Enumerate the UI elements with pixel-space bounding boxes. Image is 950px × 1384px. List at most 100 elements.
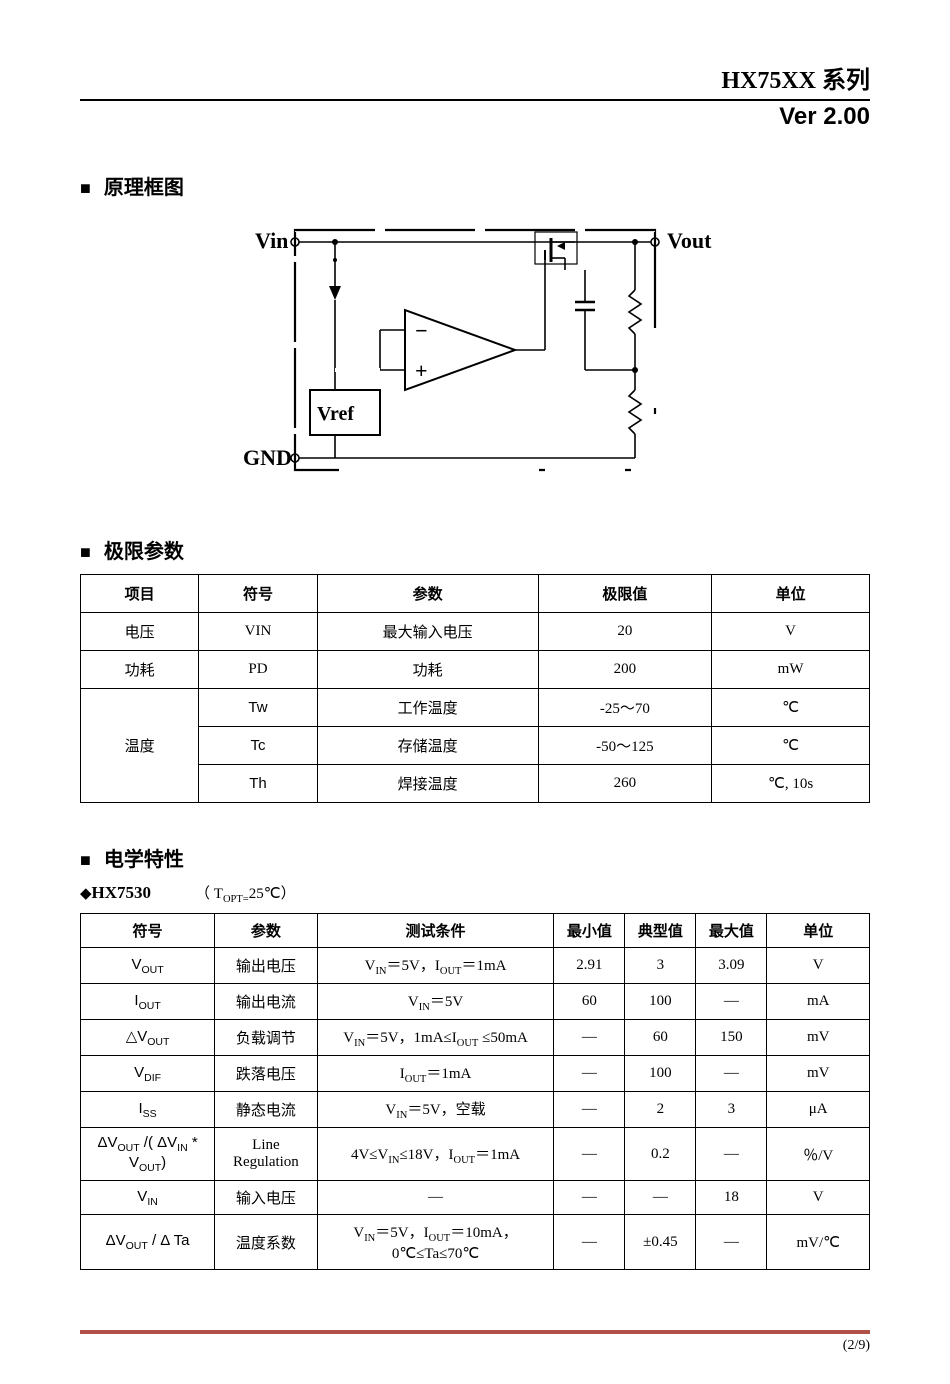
cell-cond: VIN＝5V，IOUT＝1mA [317,948,554,984]
cell-typ: 0.2 [625,1128,696,1181]
cell-max: — [696,984,767,1020]
cell-param: 跌落电压 [215,1056,318,1092]
bullet-icon: ■ [80,850,91,870]
cell-symbol: VIN [81,1181,215,1215]
block-diagram-svg: Vin Vout GND Vref − + [235,210,715,490]
cell-unit: mV [767,1020,870,1056]
doc-version: Ver 2.00 [80,103,870,131]
cell-param: 输出电流 [215,984,318,1020]
col-param: 参数 [317,575,538,613]
section-limits: ■ 极限参数 [80,535,870,564]
cell-min: — [554,1215,625,1270]
cell-min: — [554,1020,625,1056]
col-symbol: 符号 [199,575,317,613]
cell-min: 60 [554,984,625,1020]
label-vout: Vout [667,228,712,253]
limits-table: 项目 符号 参数 极限值 单位 电压 VIN 最大输入电压 20 V 功耗 PD… [80,574,870,803]
elec-table: 符号 参数 测试条件 最小值 典型值 最大值 单位 VOUT输出电压VIN＝5V… [80,913,870,1270]
cell-max: — [696,1056,767,1092]
cell-unit: mV/℃ [767,1215,870,1270]
cell-symbol: △VOUT [81,1020,215,1056]
cell-max: — [696,1215,767,1270]
cell-symbol: ΔVOUT / Δ Ta [81,1215,215,1270]
section-title: 电学特性 [104,849,184,871]
cell-unit: mA [767,984,870,1020]
cell-cond: VIN＝5V，1mA≤IOUT ≤50mA [317,1020,554,1056]
cell-min: — [554,1128,625,1181]
cell-param: 输入电压 [215,1181,318,1215]
cell-typ: 100 [625,984,696,1020]
cell-min: — [554,1056,625,1092]
cell-symbol: ISS [81,1092,215,1128]
cell-typ: 3 [625,948,696,984]
cell-max: 150 [696,1020,767,1056]
cell-min: — [554,1092,625,1128]
col-unit: 单位 [712,575,870,613]
part-number: HX7530 [92,883,152,902]
cell-cond: VIN＝5V，IOUT＝10mA，0℃≤Ta≤70℃ [317,1215,554,1270]
diamond-icon: ◆ [80,886,92,902]
cell-typ: 100 [625,1056,696,1092]
table-row: VDIF跌落电压IOUT＝1mA—100—mV [81,1056,870,1092]
table-row: ΔVOUT /( ΔVIN * VOUT)Line Regulation4V≤V… [81,1128,870,1181]
cell-min: — [554,1181,625,1215]
table-header-row: 符号 参数 测试条件 最小值 典型值 最大值 单位 [81,914,870,948]
block-diagram-figure: Vin Vout GND Vref − + [80,210,870,495]
section-title: 极限参数 [104,541,184,563]
label-vin: Vin [255,228,288,253]
section-elec: ■ 电学特性 [80,843,870,872]
cell-param: 温度系数 [215,1215,318,1270]
cell-param: 负载调节 [215,1020,318,1056]
label-vref: Vref [317,403,354,425]
table-row: VIN输入电压———18V [81,1181,870,1215]
table-row: 电压 VIN 最大输入电压 20 V [81,613,870,651]
cell-typ: — [625,1181,696,1215]
test-condition-global: （ TOPT=25℃） [195,886,296,902]
table-header-row: 项目 符号 参数 极限值 单位 [81,575,870,613]
header-rule [80,99,870,101]
cell-param: 输出电压 [215,948,318,984]
section-title: 原理框图 [104,177,184,199]
cell-cond: 4V≤VIN≤18V，IOUT＝1mA [317,1128,554,1181]
section-block-diagram: ■ 原理框图 [80,171,870,200]
label-gnd: GND [243,445,292,470]
cell-symbol: VDIF [81,1056,215,1092]
table-row: ΔVOUT / Δ Ta温度系数VIN＝5V，IOUT＝10mA，0℃≤Ta≤7… [81,1215,870,1270]
table-row: △VOUT负载调节VIN＝5V，1mA≤IOUT ≤50mA—60150mV [81,1020,870,1056]
series-title: HX75XX 系列 [721,68,870,94]
page-number: (2/9) [80,1338,870,1354]
cell-max: 3 [696,1092,767,1128]
cell-min: 2.91 [554,948,625,984]
cell-symbol: ΔVOUT /( ΔVIN * VOUT) [81,1128,215,1181]
cell-cond: — [317,1181,554,1215]
cell-unit: mV [767,1056,870,1092]
doc-header: HX75XX 系列 [80,60,870,95]
col-item: 项目 [81,575,199,613]
cell-typ: 2 [625,1092,696,1128]
cell-typ: 60 [625,1020,696,1056]
footer-rule [80,1330,870,1334]
cell-unit: V [767,948,870,984]
table-row: Th 焊接温度 260 ℃, 10s [81,765,870,803]
cell-unit: ％/V [767,1128,870,1181]
table-row: 温度 Tw 工作温度 -25～70 ℃ [81,689,870,727]
cell-unit: V [767,1181,870,1215]
cell-cond: VIN＝5V [317,984,554,1020]
svg-text:−: − [415,318,428,343]
table-row: ISS静态电流VIN＝5V，空载—23μA [81,1092,870,1128]
cell-max: 18 [696,1181,767,1215]
cell-cond: IOUT＝1mA [317,1056,554,1092]
cell-max: — [696,1128,767,1181]
cell-symbol: VOUT [81,948,215,984]
table-row: 功耗 PD 功耗 200 mW [81,651,870,689]
cell-unit: μA [767,1092,870,1128]
bullet-icon: ■ [80,542,91,562]
table-row: Tc 存储温度 -50～125 ℃ [81,727,870,765]
col-limit: 极限值 [538,575,712,613]
svg-text:+: + [415,358,428,383]
cell-param: Line Regulation [215,1128,318,1181]
cell-cond: VIN＝5V，空载 [317,1092,554,1128]
cell-symbol: IOUT [81,984,215,1020]
cell-typ: ±0.45 [625,1215,696,1270]
elec-subheading: ◆HX7530 （ TOPT=25℃） [80,882,870,905]
